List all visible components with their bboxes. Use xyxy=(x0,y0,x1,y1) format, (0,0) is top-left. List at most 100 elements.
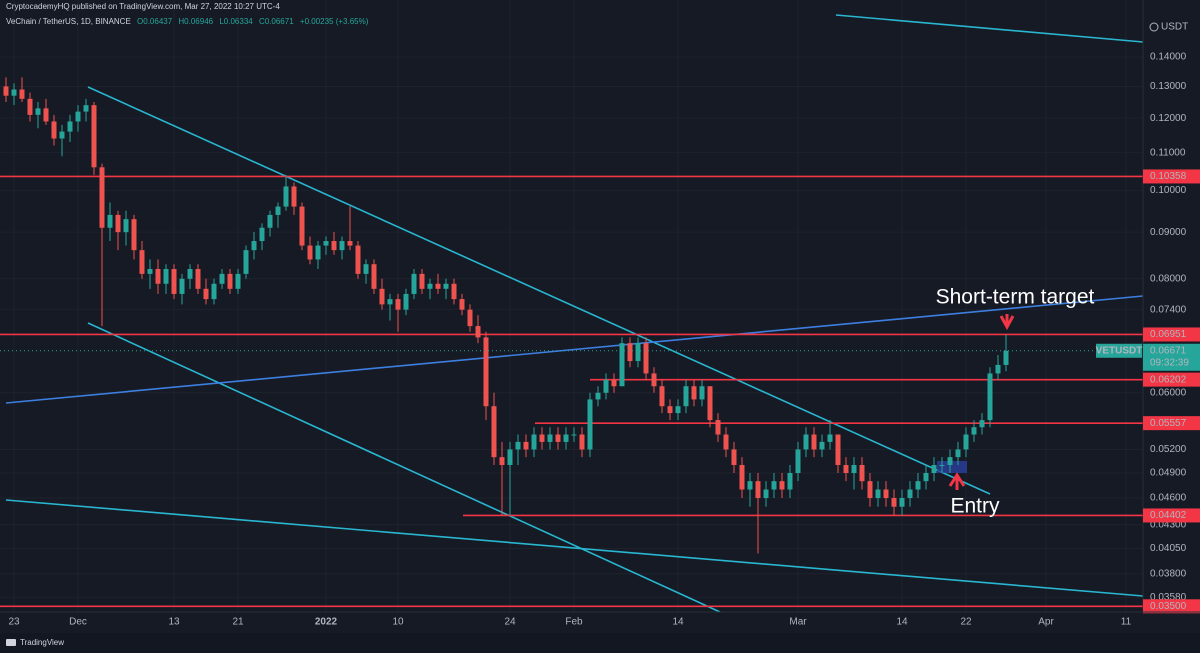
body xyxy=(179,278,185,294)
body xyxy=(275,206,281,215)
body xyxy=(427,283,433,289)
body xyxy=(507,449,513,465)
body xyxy=(755,481,761,499)
level-tag xyxy=(1143,327,1200,342)
body xyxy=(963,434,969,450)
body xyxy=(667,406,673,414)
body xyxy=(947,457,953,465)
body xyxy=(35,108,41,115)
body xyxy=(675,406,681,414)
body xyxy=(811,434,817,450)
body xyxy=(731,449,737,465)
body xyxy=(611,379,617,387)
body xyxy=(203,288,209,300)
body xyxy=(539,434,545,442)
x-tick-label: 10 xyxy=(392,617,404,628)
body xyxy=(323,241,329,246)
level-label: 0.04402 xyxy=(1150,510,1187,521)
body xyxy=(19,89,25,99)
time-axis: 23 Dec 13 21 2022 10 24 Feb 14 Mar 14 22 Apr 11 xyxy=(8,617,1131,628)
body xyxy=(771,481,777,490)
trend-line xyxy=(5,295,1144,404)
body xyxy=(835,434,841,465)
x-tick-label: Mar xyxy=(789,617,807,628)
body xyxy=(739,464,745,490)
body xyxy=(235,273,241,289)
body xyxy=(123,219,129,233)
body xyxy=(11,89,17,96)
level-label: 0.10358 xyxy=(1150,171,1187,182)
body xyxy=(91,105,97,168)
body xyxy=(131,219,137,251)
body xyxy=(379,288,385,305)
body xyxy=(851,464,857,473)
level-tag xyxy=(1143,508,1200,523)
candles xyxy=(3,77,1009,554)
y-tick-label: 0.11000 xyxy=(1150,147,1186,158)
body xyxy=(155,269,161,284)
currency-icon xyxy=(1149,22,1159,32)
body xyxy=(67,121,73,132)
footer xyxy=(0,633,1200,653)
body xyxy=(491,406,497,458)
trend-line xyxy=(87,86,991,495)
body xyxy=(987,373,993,421)
body xyxy=(83,105,89,112)
y-tick-label: 0.03580 xyxy=(1150,592,1187,603)
body xyxy=(627,343,633,362)
trend-line xyxy=(835,14,1144,43)
countdown: 09:32:39 xyxy=(1150,357,1189,368)
body xyxy=(419,273,425,289)
legend: VeChain / TetherUS, 1D, BINANCE O0.06437… xyxy=(6,17,369,26)
body xyxy=(531,434,537,450)
body xyxy=(443,283,449,289)
body xyxy=(475,326,481,338)
body xyxy=(843,464,849,473)
publisher: CryptocademyHQ published on TradingView.… xyxy=(6,2,280,11)
x-tick-label: 14 xyxy=(672,617,684,628)
body xyxy=(451,283,457,300)
x-tick-label: Feb xyxy=(565,617,583,628)
body xyxy=(1003,350,1009,365)
body xyxy=(267,214,273,228)
body xyxy=(459,299,465,310)
body xyxy=(395,299,401,310)
y-tick-label: 0.14000 xyxy=(1150,52,1187,63)
currency: USDT xyxy=(1161,22,1188,33)
body xyxy=(907,489,913,499)
body xyxy=(331,241,337,251)
body xyxy=(587,399,593,450)
body xyxy=(595,392,601,400)
annotation: Short-term target xyxy=(936,286,1095,309)
body xyxy=(579,434,585,450)
body xyxy=(883,489,889,499)
x-tick-label: 2022 xyxy=(315,617,338,628)
ohlc: C0.06671 xyxy=(259,17,294,26)
y-tick-label: 0.04600 xyxy=(1150,493,1187,504)
body xyxy=(363,264,369,274)
body xyxy=(803,434,809,450)
body xyxy=(75,111,81,122)
body xyxy=(467,309,473,327)
body xyxy=(635,343,641,362)
body xyxy=(403,293,409,310)
body xyxy=(3,86,9,96)
body xyxy=(763,489,769,499)
body xyxy=(219,273,225,284)
body xyxy=(683,386,689,407)
body xyxy=(435,283,441,289)
brand-logo xyxy=(6,639,16,646)
price-label: 0.06671 xyxy=(1150,345,1187,356)
body xyxy=(171,269,177,294)
x-tick-label: Dec xyxy=(69,617,87,628)
body xyxy=(779,481,785,490)
y-tick-label: 0.10000 xyxy=(1150,185,1187,196)
body xyxy=(571,434,577,436)
body xyxy=(971,427,977,435)
y-tick-label: 0.13000 xyxy=(1150,81,1187,92)
x-tick-label: 14 xyxy=(896,617,908,628)
body xyxy=(299,206,305,246)
x-tick-label: 21 xyxy=(232,617,244,628)
body xyxy=(619,343,625,387)
arrow xyxy=(999,314,1015,331)
